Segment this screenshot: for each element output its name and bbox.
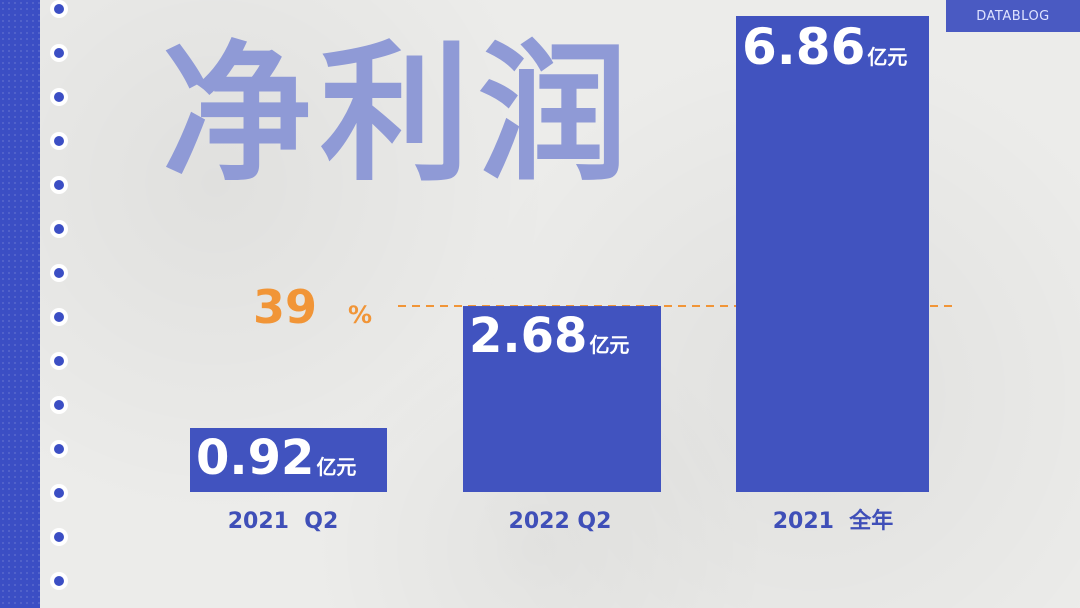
- binding-hole: [50, 352, 68, 370]
- reference-label-suffix: %: [348, 301, 372, 329]
- binding-hole: [50, 176, 68, 194]
- bar: [190, 428, 387, 492]
- reference-label: 39: [253, 280, 317, 334]
- binding-hole: [50, 396, 68, 414]
- binding-hole: [50, 528, 68, 546]
- binding-hole: [50, 484, 68, 502]
- binding-hole: [50, 264, 68, 282]
- binding-hole: [50, 220, 68, 238]
- binding-hole: [50, 440, 68, 458]
- binding-hole: [50, 88, 68, 106]
- binding-hole: [50, 0, 68, 18]
- data-label: 6.86 亿元: [742, 18, 907, 76]
- data-label: 2.68 亿元: [469, 308, 629, 364]
- data-label: 0.92 亿元: [196, 430, 356, 486]
- category-label: 2021 Q2: [228, 509, 339, 534]
- bar: [736, 16, 929, 492]
- binding-hole: [50, 308, 68, 326]
- brand-tag: DATABLOG: [946, 0, 1080, 32]
- category-label: 2021 全年: [773, 508, 894, 534]
- chart-title: 净利润: [162, 28, 637, 202]
- category-label: 2022 Q2: [509, 509, 612, 534]
- binding-hole: [50, 132, 68, 150]
- binding-hole: [50, 572, 68, 590]
- binding-hole: [50, 44, 68, 62]
- notebook-binding: [0, 0, 40, 608]
- bar: [463, 306, 661, 492]
